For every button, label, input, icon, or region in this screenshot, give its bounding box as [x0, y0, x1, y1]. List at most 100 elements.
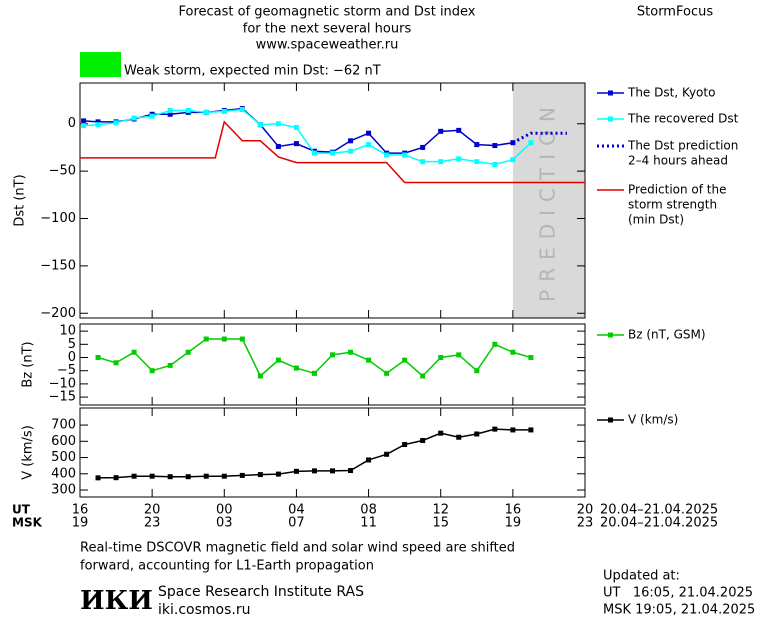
date-range: 20.04–21.04.2025 — [600, 516, 718, 531]
point — [275, 143, 281, 149]
y-tick-label: −15 — [49, 390, 76, 405]
brand: StormFocus — [637, 5, 713, 20]
point — [185, 474, 191, 480]
title: for the next several hours — [243, 22, 412, 37]
point — [420, 373, 426, 379]
point — [366, 142, 372, 148]
point — [81, 118, 87, 124]
point — [366, 357, 372, 363]
legend-marker — [608, 332, 613, 338]
point — [438, 355, 444, 361]
point — [492, 341, 498, 347]
point — [348, 138, 354, 144]
point — [474, 142, 480, 148]
row-label: UT — [12, 503, 31, 517]
prediction-band — [512, 83, 585, 318]
point — [257, 472, 263, 478]
point — [311, 370, 317, 376]
plot-frame — [79, 407, 586, 498]
status-swatch — [80, 52, 121, 77]
legend-label: 2–4 hours ahead — [628, 154, 728, 168]
point — [492, 143, 498, 149]
point — [492, 426, 498, 432]
x-tick-label-msk: 15 — [432, 516, 449, 531]
point — [185, 107, 191, 113]
point — [257, 373, 263, 379]
point — [402, 357, 408, 363]
point — [311, 150, 317, 156]
plot-frame — [79, 323, 586, 406]
legend-label: Bz (nT, GSM) — [628, 328, 706, 342]
point — [275, 121, 281, 127]
series-line — [97, 338, 532, 378]
point — [402, 152, 408, 158]
point — [95, 475, 101, 481]
point — [239, 472, 245, 478]
point — [167, 107, 173, 113]
y-tick-label: −200 — [40, 306, 76, 321]
x-tick-label: 20 — [144, 503, 161, 518]
point — [167, 111, 173, 117]
y-axis-label: V (km/s) — [21, 425, 36, 480]
point — [330, 352, 335, 358]
point — [366, 457, 372, 463]
point — [203, 473, 209, 479]
point — [348, 148, 354, 154]
note: forward, accounting for L1-Earth propaga… — [80, 559, 374, 574]
logo: ИКИ — [80, 586, 153, 616]
point — [293, 365, 299, 371]
y-tick-label: 10 — [59, 324, 76, 339]
point — [438, 159, 444, 165]
point — [95, 355, 101, 361]
point — [293, 125, 299, 131]
legend-label: Prediction of the — [628, 183, 727, 197]
x-tick-label-msk: 03 — [216, 516, 233, 531]
series-line — [512, 131, 567, 145]
point — [456, 156, 462, 162]
point — [149, 368, 155, 374]
row-label: MSK — [12, 516, 43, 530]
y-tick-label: 0 — [68, 116, 76, 131]
x-tick-label-msk: 23 — [144, 516, 161, 531]
point — [185, 349, 191, 355]
point — [456, 434, 462, 440]
point — [131, 349, 137, 355]
point — [474, 159, 480, 165]
status-text: Weak storm, expected min Dst: −62 nT — [124, 64, 381, 79]
y-tick-label: 700 — [51, 418, 76, 433]
point — [221, 473, 227, 479]
legend-marker — [608, 417, 613, 423]
point — [131, 115, 137, 121]
point — [438, 128, 444, 134]
point — [474, 368, 480, 374]
legend-label: The recovered Dst — [627, 112, 739, 126]
point — [348, 468, 354, 474]
point — [510, 427, 516, 433]
point — [81, 123, 87, 129]
x-tick-label: 12 — [432, 503, 449, 518]
institute: Space Research Institute RAS — [158, 584, 364, 600]
point — [528, 427, 534, 433]
point — [221, 336, 227, 342]
legend-label: storm strength — [628, 198, 717, 212]
point — [275, 471, 281, 477]
updated: Updated at: — [603, 569, 680, 584]
point — [366, 130, 372, 136]
y-tick-label: 5 — [68, 337, 76, 352]
point — [293, 141, 299, 147]
x-tick-label: 00 — [216, 503, 233, 518]
legend-label: The Dst, Kyoto — [627, 86, 715, 100]
point — [510, 157, 516, 163]
point — [113, 360, 119, 366]
point — [293, 468, 299, 474]
legend-label: (min Dst) — [628, 213, 684, 227]
y-tick-label: 600 — [51, 434, 76, 449]
x-tick-label-msk: 19 — [72, 516, 89, 531]
title: www.spaceweather.ru — [256, 38, 399, 53]
updated: MSK 19:05, 21.04.2025 — [603, 603, 755, 618]
series-line — [83, 108, 532, 166]
legend-label: The Dst prediction — [627, 139, 738, 153]
x-tick-label-msk: 07 — [288, 516, 305, 531]
plot-frame — [79, 82, 586, 319]
